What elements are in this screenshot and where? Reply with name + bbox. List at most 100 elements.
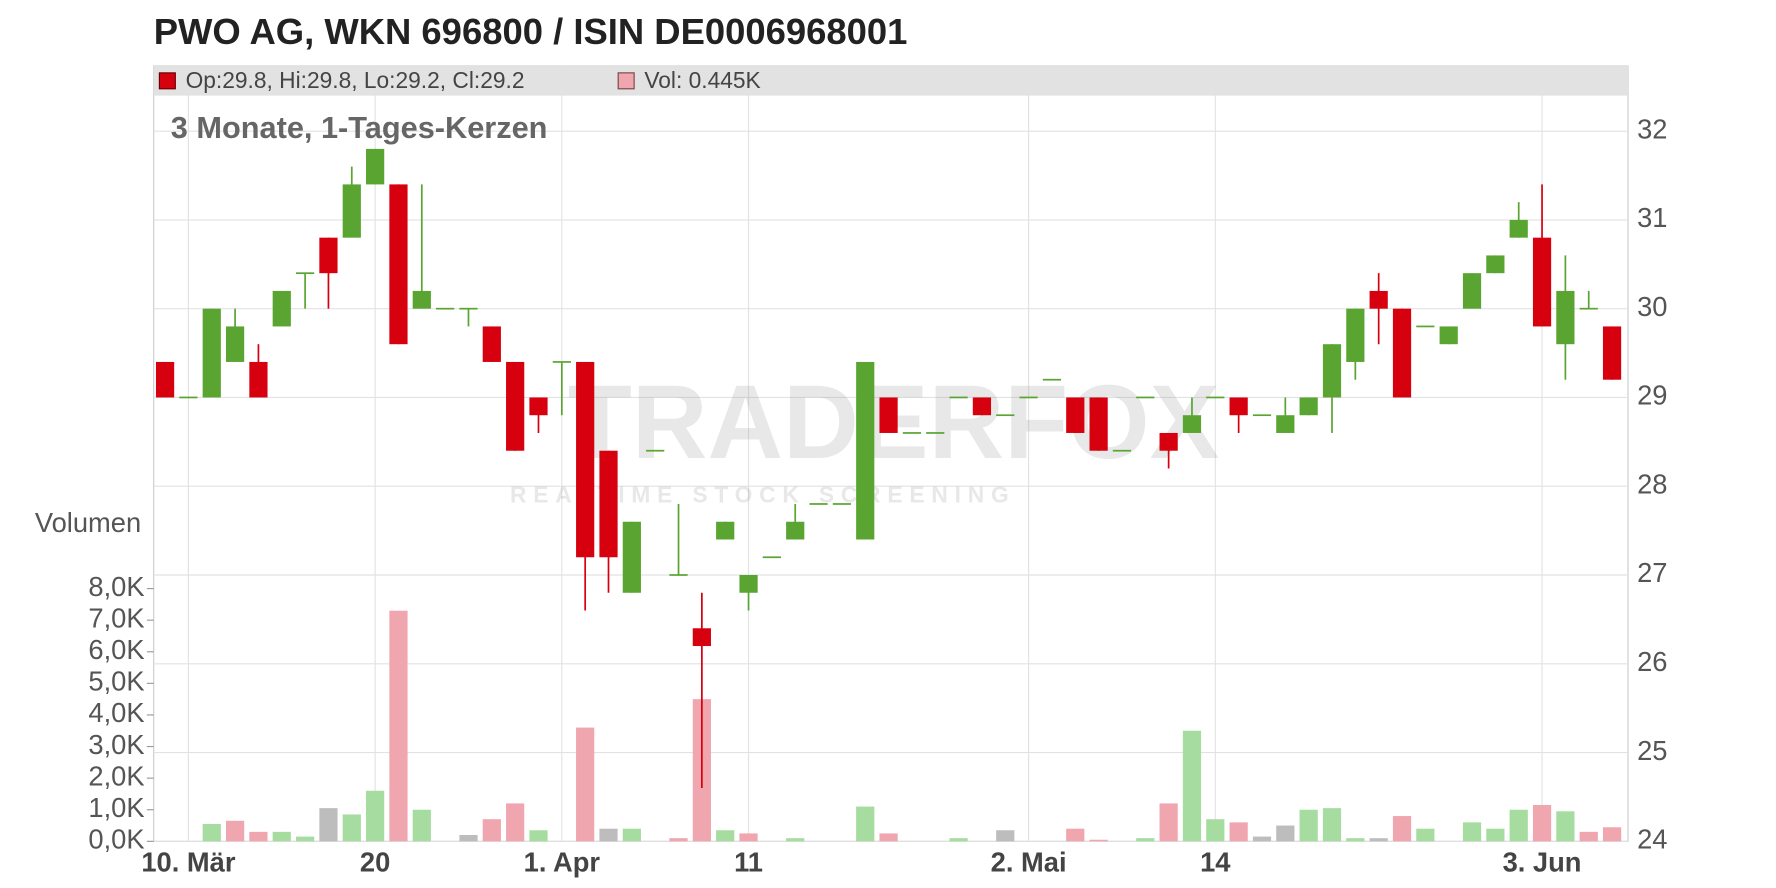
volume-bar [482,819,501,842]
volume-bar [622,828,641,842]
volume-bar [202,823,221,842]
volume-bar [1182,730,1202,842]
y-tick-label: 30 [1637,291,1667,322]
volume-bar [1136,838,1155,842]
candle-body [1532,237,1552,327]
candle-body [1229,397,1248,416]
chart-subtitle: 3 Monate, 1-Tages-Kerzen [171,110,548,145]
volume-bar [506,803,525,842]
candle-body [926,432,945,434]
candle-body [552,361,571,363]
candle-body [1136,396,1155,399]
candle-body [669,574,688,576]
volume-tick-label: 3,0K [88,729,144,760]
chart-title: PWO AG, WKN 696800 / ISIN DE0006968001 [154,11,908,52]
volume-bar [739,833,758,842]
volume-bar [412,809,431,842]
volume-bar [1486,828,1505,842]
volume-bar [1509,809,1528,842]
candle-body [786,521,805,540]
candle-body [1019,396,1038,399]
legend-swatch [158,72,176,90]
volume-bar [319,808,338,842]
legend-bar [153,66,1629,96]
volume-bar [1159,803,1178,842]
volume-bar [1322,808,1342,842]
candle-body [319,237,338,274]
candle-body [856,361,875,540]
legend-price: Op:29.8, Hi:29.8, Lo:29.2, Cl:29.2 [186,67,525,93]
volume-bar [1392,816,1412,842]
volume-bar [1369,838,1388,842]
volume-tick-label: 1,0K [88,792,144,823]
volume-bar [366,790,385,842]
candle-body [202,308,221,398]
volume-tick-label: 8,0K [88,571,144,602]
legend: Op:29.8, Hi:29.8, Lo:29.2, Cl:29.2 Vol: … [158,67,761,93]
volume-bar [272,831,291,842]
candle-body [366,148,385,185]
y-tick-label: 26 [1637,646,1667,677]
volume-tick-label: 6,0K [88,634,144,665]
candle-body [972,397,992,416]
volume-bar [1416,828,1435,842]
candle-body [996,414,1015,417]
candle-body [436,307,455,310]
candle-body [1509,219,1528,238]
volume-bar [716,830,735,842]
volume-bar [529,830,548,842]
candle-body [1462,273,1482,309]
volume-bar [1299,809,1318,842]
candle-body [832,503,851,505]
y-tick-label: 28 [1637,468,1667,499]
candle-body [1416,325,1435,328]
volume-bar [949,838,968,842]
candle-body [1089,397,1108,451]
volume-bar [856,806,875,842]
volume-bar [1276,825,1295,842]
candle-body [1556,290,1575,345]
volume-bar [1089,839,1108,842]
volume-tick-label: 5,0K [88,666,144,697]
candle-body [949,396,968,399]
candle-body [1486,255,1505,274]
volume-bar [459,835,478,842]
candle-body [576,361,595,558]
volume-bar [1556,811,1575,842]
volume-bar [1206,819,1225,842]
volume-axis-label: Volumen [35,507,141,538]
candle-body [1322,344,1342,398]
x-tick-label: 20 [360,846,390,877]
candle-body [272,290,291,327]
volume-bar [599,828,618,842]
candle-body [529,397,548,416]
y-tick-label: 24 [1637,824,1667,855]
candle-body [809,503,828,505]
x-tick-label: 3. Jun [1503,846,1582,877]
candle-body [902,432,922,434]
candle-body [482,326,501,362]
candle-body [179,396,198,399]
candle-body [342,184,361,238]
y-tick-label: 31 [1637,202,1667,233]
candle-body [1276,415,1295,433]
volume-bar [669,838,688,842]
x-tick-label: 14 [1200,846,1231,877]
y-tick-label: 25 [1637,735,1667,766]
volume-bar [1346,838,1365,842]
candle-body [1206,396,1225,399]
candle-body [506,361,525,451]
candle-body [1439,326,1458,345]
candle-body [225,326,245,362]
candle-body [1299,397,1318,416]
candle-body [762,556,781,559]
candle-body [739,575,758,593]
volume-bar [342,814,361,842]
volume-bar [296,836,315,842]
candle-body [1602,326,1622,380]
candle-body [1346,308,1365,362]
volume-bar [1066,828,1085,842]
candle-body [389,184,408,345]
candle-body [249,361,268,398]
